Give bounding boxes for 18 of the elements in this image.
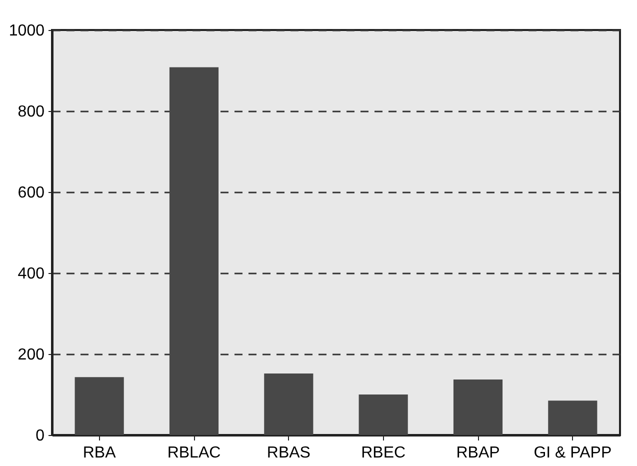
y-tick-label: 400: [18, 266, 45, 282]
y-tick-label: 800: [18, 104, 45, 120]
bar: [548, 400, 598, 435]
bar: [453, 380, 503, 435]
bar: [264, 373, 314, 435]
y-tick-label: 200: [18, 346, 45, 364]
y-tick-label: 600: [18, 184, 45, 202]
bar: [358, 394, 408, 435]
x-tick-label: GI & PAPP: [534, 444, 612, 462]
bar: [169, 67, 219, 435]
x-tick-label: RBEC: [361, 444, 406, 462]
x-tick-label: RBLAC: [167, 444, 221, 462]
x-tick-label: RBA: [82, 444, 116, 462]
x-tick-label: RBAP: [456, 444, 500, 462]
x-tick-label: RBAS: [266, 444, 310, 462]
y-tick-label: 0: [36, 428, 45, 444]
y-tick-label: 1000: [8, 22, 45, 40]
bar: [74, 377, 124, 435]
